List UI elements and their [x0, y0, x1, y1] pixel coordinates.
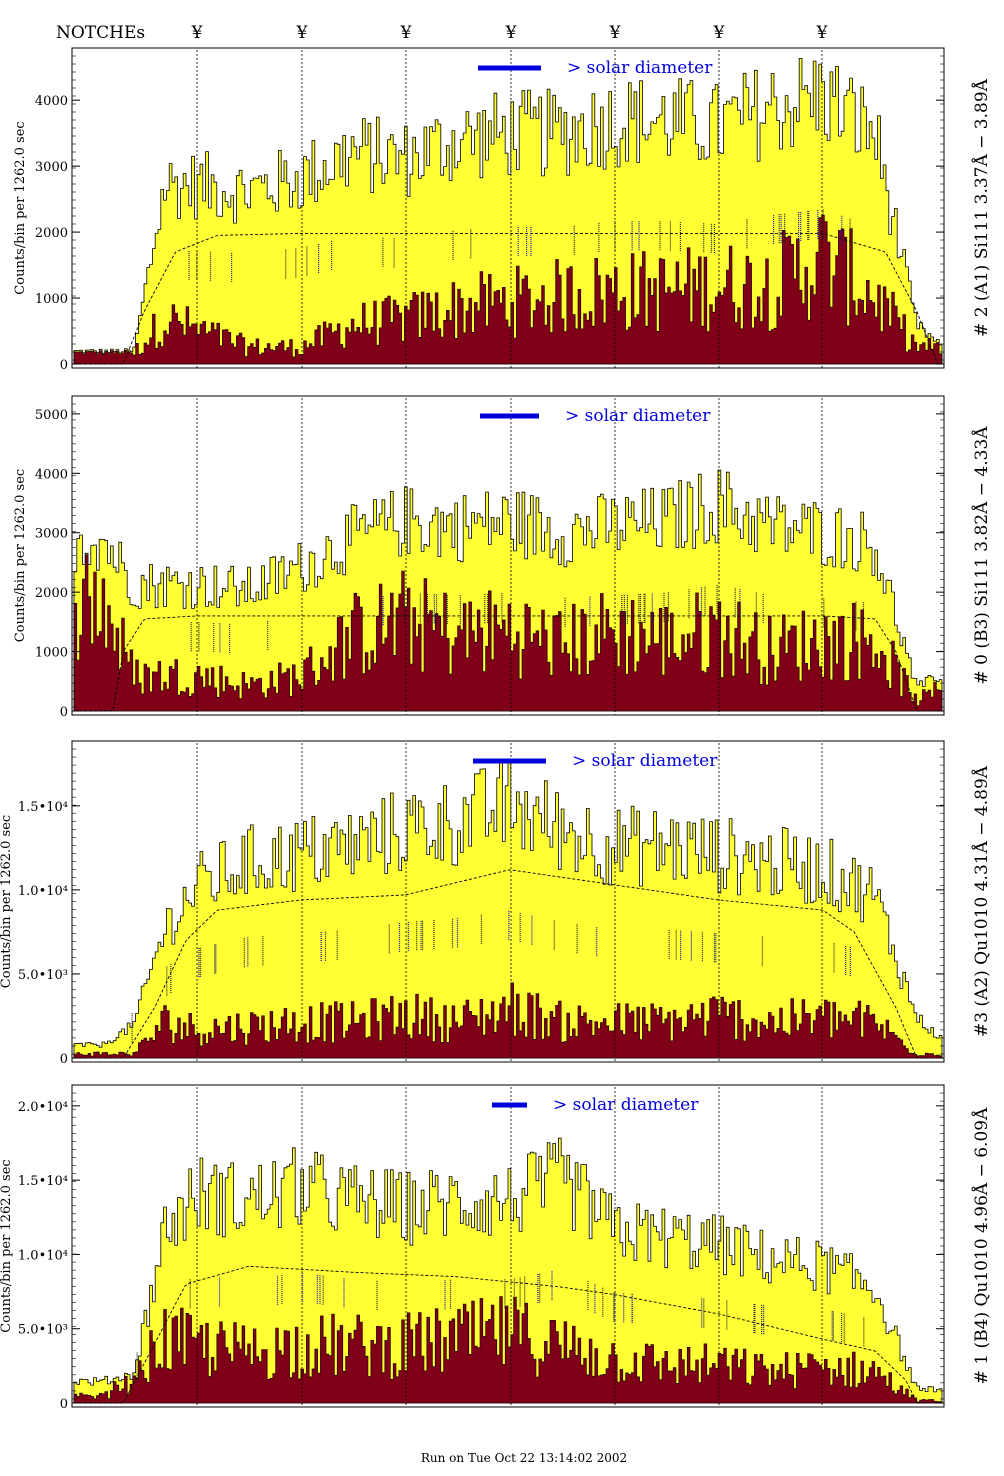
y-tick-label: 1.5•10⁴	[18, 1174, 68, 1189]
y-tick-label: 3000	[35, 160, 68, 175]
panel-4: 0 5.0•10³ 1.0•10⁴ 1.5•10⁴ 2.0•10⁴ Counts/bin …	[0, 1084, 992, 1412]
inner-histogram	[73, 554, 943, 712]
legend-text: > solar diameter	[553, 1095, 699, 1115]
y-tick-label: 2.0•10⁴	[18, 1100, 68, 1115]
notch-marker-5: ¥	[609, 23, 621, 43]
y-tick-label: 1.5•10⁴	[18, 800, 68, 815]
y-axis-label: Counts/bin per 1262.0 sec	[13, 469, 28, 642]
y-tick-label: 5000	[35, 408, 68, 423]
y-axis-label: Counts/bin per 1262.0 sec	[0, 1159, 14, 1332]
panel-title: # 0 (B3) Si111 3.82Å − 4.33Å	[971, 426, 992, 685]
model-curve	[74, 869, 941, 1059]
model-curve	[74, 1266, 941, 1404]
notch-marker-4: ¥	[505, 23, 517, 43]
y-tick-label: 1000	[35, 292, 68, 307]
inner-histogram	[73, 214, 943, 365]
y-tick-label: 0	[60, 705, 68, 720]
panel-3: 0 5.0•10³ 1.0•10⁴ 1.5•10⁴ Counts/bin per 126…	[0, 740, 992, 1067]
panel-2: 0 1000 2000 3000 4000 5000 Counts/bin per 1262…	[13, 395, 992, 720]
notch-marker-6: ¥	[713, 23, 725, 43]
panels: 0 1000 2000 3000 4000 Counts/bin per 1262.0 s…	[0, 47, 992, 1412]
model-curve	[74, 232, 941, 365]
legend-text: > solar diameter	[565, 406, 711, 426]
panel-title: # 2 (A1) Si111 3.37Å − 3.89Å	[971, 78, 992, 337]
notch-marker-2: ¥	[296, 23, 308, 43]
y-tick-label: 0	[60, 1397, 68, 1412]
y-tick-label: 2000	[35, 226, 68, 241]
y-tick-label: 0	[60, 1052, 68, 1067]
envelope-histogram	[73, 1137, 943, 1404]
notch-marker-3: ¥	[400, 23, 412, 43]
y-axis-label: Counts/bin per 1262.0 sec	[0, 815, 14, 988]
notches-label: NOTCHEs	[56, 23, 145, 43]
inner-histogram	[73, 1296, 943, 1404]
panel-1: 0 1000 2000 3000 4000 Counts/bin per 1262.0 s…	[13, 47, 992, 373]
inner-histogram	[73, 982, 943, 1059]
panel-title: #3 (A2) Qu1010 4.31Å − 4.89Å	[971, 765, 992, 1037]
y-tick-label: 0	[60, 358, 68, 373]
legend-text: > solar diameter	[567, 58, 713, 78]
y-tick-label: 5.0•10³	[18, 968, 68, 983]
y-tick-label: 1.0•10⁴	[18, 1248, 68, 1263]
y-tick-label: 1.0•10⁴	[18, 884, 68, 899]
y-tick-label: 4000	[35, 467, 68, 482]
y-tick-label: 1000	[35, 646, 68, 661]
notch-markers: ¥ ¥ ¥ ¥ ¥ ¥ ¥	[191, 23, 828, 43]
y-axis-label: Counts/bin per 1262.0 sec	[13, 121, 28, 294]
legend-text: > solar diameter	[572, 751, 718, 771]
y-tick-label: 4000	[35, 94, 68, 109]
footer-run-date: Run on Tue Oct 22 13:14:02 2002	[421, 1451, 627, 1465]
y-tick-label: 5.0•10³	[18, 1323, 68, 1338]
y-tick-label: 3000	[35, 527, 68, 542]
panel-title: # 1 (B4) Qu1010 4.96Å − 6.09Å	[971, 1107, 992, 1384]
notch-marker-7: ¥	[816, 23, 828, 43]
notch-marker-1: ¥	[191, 23, 203, 43]
y-tick-label: 2000	[35, 586, 68, 601]
model-curve	[74, 615, 941, 712]
